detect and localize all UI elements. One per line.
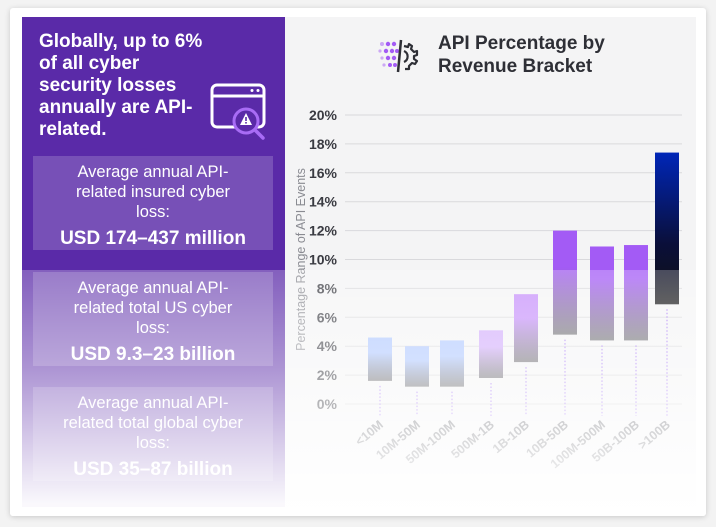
y-axis-label: Percentage Range of API Events <box>294 168 308 351</box>
y-tick-label: 10% <box>309 252 338 268</box>
bar-10B-50B <box>553 230 577 335</box>
y-tick-label: 16% <box>309 165 338 181</box>
bar-500M-1B <box>479 330 503 378</box>
chart-title: API Percentage by Revenue Bracket <box>438 33 605 77</box>
headline: Globally, up to 6% of all cyber security… <box>39 31 203 140</box>
api-gear-icon <box>378 39 419 73</box>
bar-10M-50M <box>405 346 429 387</box>
y-tick-label: 0% <box>317 396 338 412</box>
bar-50B-100B <box>624 245 648 341</box>
bar-1B-10B <box>514 294 538 363</box>
y-tick-label: 2% <box>317 367 338 383</box>
y-tick-label: 8% <box>317 280 338 296</box>
bar-<10M <box>368 337 392 381</box>
y-tick-label: 12% <box>309 223 338 239</box>
x-tick-label: >100B <box>635 418 672 453</box>
bar-100M-500M <box>590 246 614 341</box>
y-tick-label: 4% <box>317 338 338 354</box>
x-tick-label: 500M-1B <box>449 418 497 462</box>
browser-warning-search-icon <box>210 83 266 140</box>
range-bar-chart: 0% 2% 4% 6% 8% 10% 12% 14% 16% 18% 20% Percentage R… <box>294 107 682 471</box>
y-tick-label: 18% <box>309 136 338 152</box>
bar->100B <box>655 152 679 305</box>
infographic-card: Globally, up to 6% of all cyber security… <box>10 8 706 516</box>
y-tick-label: 14% <box>309 194 338 210</box>
stat-insured-loss: Average annual API-related insured cyber… <box>33 156 273 250</box>
y-tick-label: 20% <box>309 107 338 123</box>
y-tick-label: 6% <box>317 309 338 325</box>
bar-50M-100M <box>440 340 464 387</box>
